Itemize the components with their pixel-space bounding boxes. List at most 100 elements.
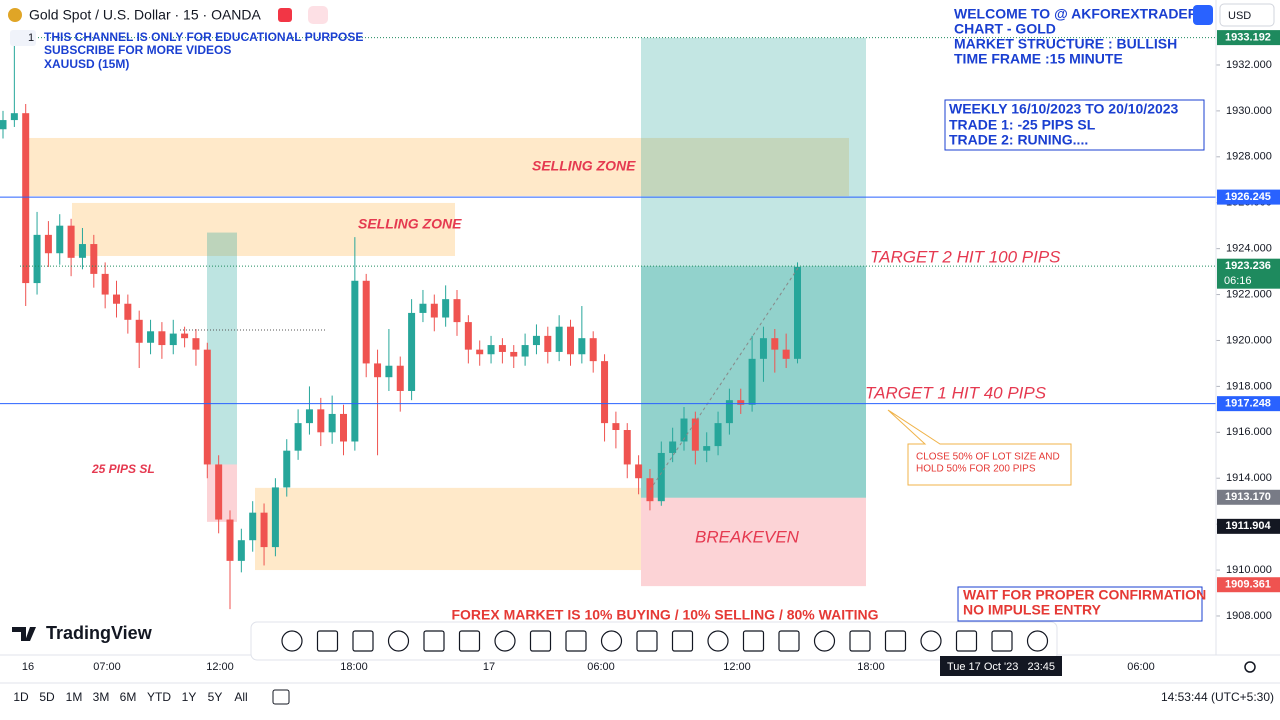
price-label: 1926.245: [1225, 191, 1271, 203]
tool-button[interactable]: [529, 630, 552, 652]
tool-button[interactable]: [600, 630, 623, 652]
x-tick-label: 06:00: [1127, 661, 1155, 673]
candle-body: [56, 225, 64, 254]
candle-body: [419, 303, 427, 313]
tool-button[interactable]: [458, 630, 481, 652]
price-label-box: [1217, 258, 1280, 289]
candle-body: [748, 358, 756, 405]
tool-button[interactable]: [813, 630, 836, 652]
candle-body: [192, 338, 200, 350]
wave-icon[interactable]: [308, 6, 328, 24]
tool-button[interactable]: [636, 630, 658, 652]
candle-body: [453, 299, 461, 323]
candle-body: [657, 452, 665, 502]
currency: USD: [1228, 10, 1251, 22]
candle-body: [203, 349, 211, 465]
candle-body: [601, 361, 609, 424]
y-tick-label: 1916.000: [1226, 426, 1272, 438]
tool-button[interactable]: [387, 630, 410, 652]
zone-label: SELLING ZONE: [532, 158, 636, 174]
x-tick-label: 12:00: [206, 661, 234, 673]
candle-body: [487, 345, 495, 355]
tool-button[interactable]: [671, 630, 694, 652]
range-button[interactable]: YTD: [147, 690, 171, 704]
candle-body: [283, 450, 291, 488]
zone: [641, 497, 866, 587]
candle-body: [294, 423, 302, 451]
weekly-line: WEEKLY 16/10/2023 TO 20/10/2023: [949, 101, 1179, 117]
candle-body: [476, 349, 484, 355]
price-label-box: [1217, 396, 1280, 412]
callout-line: HOLD 50% FOR 200 PIPS: [916, 464, 1036, 475]
tool-button[interactable]: [494, 630, 516, 652]
tool-button[interactable]: [352, 630, 374, 652]
y-tick-label: 1910.000: [1226, 564, 1272, 576]
candle-body: [226, 519, 234, 561]
candle-body: [396, 365, 404, 391]
currency-button[interactable]: [1219, 3, 1275, 27]
candle-body: [374, 363, 382, 378]
y-tick-label: 1932.000: [1226, 59, 1272, 71]
price-label-box: [1217, 489, 1280, 505]
tool-button[interactable]: [742, 630, 765, 652]
zone: [255, 487, 641, 571]
x-tick-label: 18:00: [340, 661, 368, 673]
candle-body: [158, 331, 166, 346]
note: XAUUSD (15M): [44, 57, 129, 71]
tool-button[interactable]: [423, 630, 445, 652]
tool-button[interactable]: [281, 630, 303, 652]
candle-body: [430, 303, 438, 318]
compare-button[interactable]: [1193, 5, 1213, 25]
zone: [641, 37, 866, 267]
tool-button[interactable]: [778, 630, 800, 652]
range-button[interactable]: All: [234, 690, 247, 704]
tool-button[interactable]: [955, 630, 978, 652]
tool-button[interactable]: [920, 630, 942, 652]
y-tick-label: 1908.000: [1226, 610, 1272, 622]
range-button[interactable]: 5Y: [208, 690, 223, 704]
candle-body: [635, 464, 643, 479]
candle-body: [305, 409, 313, 424]
weekly-line: TRADE 1: -25 PIPS SL: [949, 117, 1096, 133]
warning-line: NO IMPULSE ENTRY: [963, 602, 1102, 618]
range-button[interactable]: 6M: [120, 690, 137, 704]
weekly-line: TRADE 2: RUNING....: [949, 132, 1088, 148]
candle-body: [113, 294, 120, 304]
range-button[interactable]: 3M: [93, 690, 110, 704]
flag-icon[interactable]: [278, 8, 292, 22]
tool-button[interactable]: [884, 630, 907, 652]
tool-button[interactable]: [707, 630, 729, 652]
candle-body: [771, 338, 779, 350]
trend-line: [649, 267, 799, 491]
candle-body: [714, 423, 722, 447]
tool-button[interactable]: [565, 630, 587, 652]
y-tick-label: 1922.000: [1226, 288, 1272, 300]
weekly-box: [944, 99, 1205, 151]
welcome-line: MARKET STRUCTURE : BULLISH: [954, 36, 1177, 52]
price-label: 1909.361: [1225, 579, 1271, 591]
tool-button[interactable]: [1026, 630, 1049, 652]
range-button[interactable]: 1D: [13, 690, 29, 704]
zone-label: SELLING ZONE: [358, 216, 462, 232]
range-button[interactable]: 1Y: [182, 690, 197, 704]
range-button[interactable]: 5D: [39, 690, 55, 704]
tool-button[interactable]: [316, 630, 339, 652]
candle-body: [464, 322, 472, 350]
candle-body: [737, 400, 745, 405]
tool-button[interactable]: [849, 630, 871, 652]
drawing-toolbar: [250, 621, 1058, 661]
candle-body: [442, 299, 450, 318]
date-range-icon[interactable]: [272, 689, 290, 705]
collapse-button[interactable]: [10, 30, 36, 46]
countdown: 06:16: [1224, 275, 1252, 287]
pane-count: 1: [28, 32, 34, 44]
logo: TradingView: [46, 623, 153, 643]
y-tick-label: 1924.000: [1226, 243, 1272, 255]
settings-icon[interactable]: [1244, 661, 1256, 673]
candle-body: [510, 351, 518, 357]
candle-body: [215, 464, 223, 520]
tool-button[interactable]: [991, 630, 1013, 652]
symbol-icon: [8, 8, 22, 22]
symbol-title[interactable]: Gold Spot / U.S. Dollar · 15 · OANDA: [29, 7, 262, 23]
range-button[interactable]: 1M: [66, 690, 83, 704]
